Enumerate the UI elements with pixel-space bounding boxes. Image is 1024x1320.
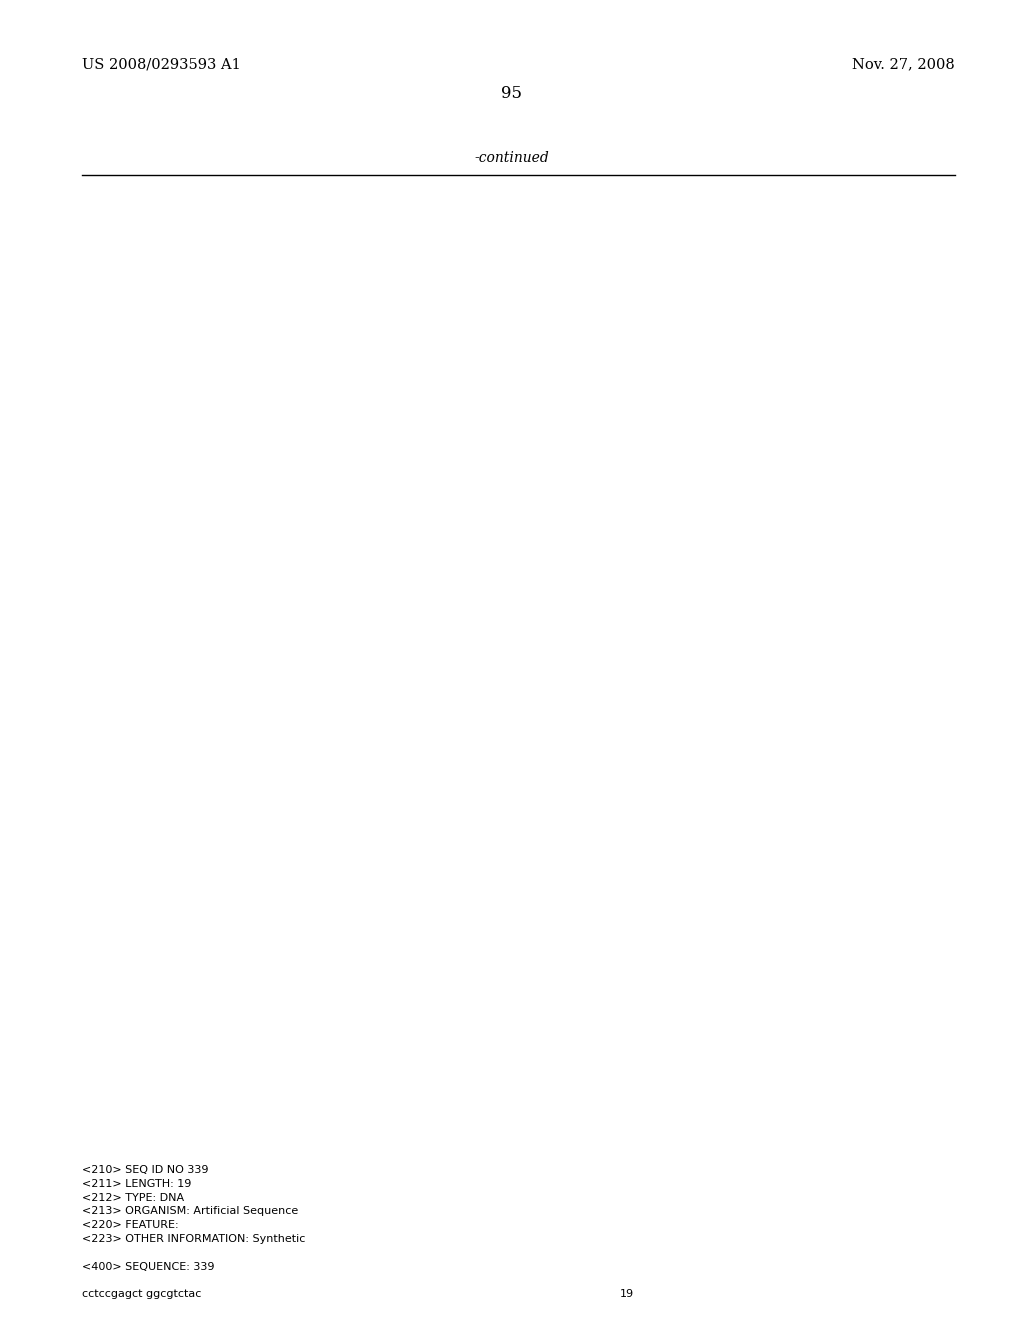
Text: 19: 19 xyxy=(620,1290,634,1299)
Text: US 2008/0293593 A1: US 2008/0293593 A1 xyxy=(82,57,241,71)
Text: <211> LENGTH: 19: <211> LENGTH: 19 xyxy=(82,1179,191,1189)
Text: <212> TYPE: DNA: <212> TYPE: DNA xyxy=(82,1192,184,1203)
Text: <400> SEQUENCE: 339: <400> SEQUENCE: 339 xyxy=(82,1262,214,1271)
Text: 95: 95 xyxy=(502,84,522,102)
Text: <220> FEATURE:: <220> FEATURE: xyxy=(82,1220,178,1230)
Text: <210> SEQ ID NO 339: <210> SEQ ID NO 339 xyxy=(82,1166,209,1175)
Text: <213> ORGANISM: Artificial Sequence: <213> ORGANISM: Artificial Sequence xyxy=(82,1206,298,1217)
Text: cctccgagct ggcgtctac: cctccgagct ggcgtctac xyxy=(82,1290,202,1299)
Text: <223> OTHER INFORMATION: Synthetic: <223> OTHER INFORMATION: Synthetic xyxy=(82,1234,305,1243)
Text: Nov. 27, 2008: Nov. 27, 2008 xyxy=(852,57,955,71)
Text: -continued: -continued xyxy=(475,150,549,165)
